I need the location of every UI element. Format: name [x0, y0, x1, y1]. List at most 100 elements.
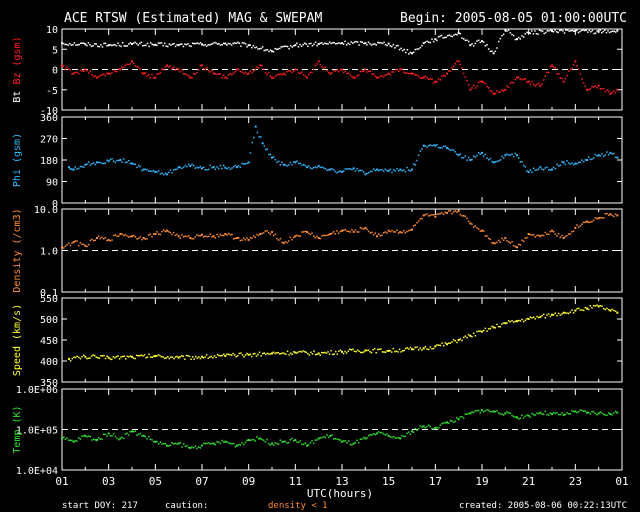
data-dot: [162, 442, 165, 445]
data-point: [504, 29, 507, 31]
data-dot: [332, 169, 335, 171]
data-dot: [280, 352, 283, 355]
data-dot: [161, 443, 163, 445]
data-dot: [75, 44, 77, 46]
data-dot: [426, 76, 428, 79]
data-point: [166, 64, 168, 67]
data-dot: [328, 41, 331, 43]
data-dot: [161, 68, 163, 70]
data-point: [341, 42, 343, 45]
data-dot: [322, 435, 325, 438]
data-dot: [537, 234, 540, 237]
data-point: [96, 439, 98, 442]
data-dot: [546, 71, 548, 74]
data-dot: [432, 82, 435, 84]
data-dot: [336, 69, 338, 71]
data-dot: [129, 42, 132, 44]
data-dot: [99, 161, 102, 164]
data-dot: [526, 414, 528, 416]
data-point: [457, 209, 460, 212]
data-point: [434, 38, 437, 41]
data-dot: [506, 85, 508, 87]
data-dot: [327, 351, 329, 353]
data-point: [107, 44, 110, 47]
data-dot: [235, 355, 237, 358]
data-dot: [494, 92, 497, 95]
data-dot: [567, 70, 570, 72]
data-dot: [371, 170, 373, 173]
data-dot: [592, 304, 595, 307]
data-dot: [414, 164, 417, 166]
data-dot: [324, 42, 326, 44]
data-dot: [398, 348, 401, 351]
data-dot: [417, 427, 420, 430]
data-dot: [74, 71, 77, 74]
data-dot: [251, 71, 253, 74]
data-point: [516, 154, 518, 157]
data-dot: [206, 67, 208, 69]
data-dot: [151, 73, 153, 76]
data-dot: [519, 244, 522, 246]
data-point: [177, 68, 180, 71]
data-dot: [593, 32, 595, 35]
data-dot: [77, 167, 80, 170]
data-dot: [547, 71, 550, 74]
data-dot: [522, 320, 525, 323]
data-dot: [366, 349, 368, 352]
data-dot: [312, 166, 315, 169]
data-dot: [77, 244, 80, 247]
data-dot: [100, 44, 102, 46]
data-dot: [444, 422, 447, 424]
data-dot: [120, 356, 122, 358]
data-dot: [532, 83, 535, 86]
data-dot: [397, 351, 399, 353]
data-dot: [382, 76, 385, 78]
data-dot: [579, 73, 582, 75]
data-dot: [427, 78, 430, 80]
data-point: [68, 357, 70, 360]
data-dot: [146, 169, 148, 171]
data-point: [551, 168, 553, 171]
data-dot: [326, 169, 328, 172]
data-dot: [325, 43, 328, 45]
data-dot: [606, 89, 608, 91]
data-dot: [121, 233, 123, 235]
data-dot: [196, 234, 198, 236]
data-dot: [536, 169, 538, 171]
data-dot: [400, 47, 402, 50]
data-point: [341, 170, 343, 173]
data-dot: [272, 444, 275, 446]
y-tick-label: 0.1: [40, 288, 58, 299]
data-dot: [279, 237, 282, 240]
data-dot: [381, 234, 383, 237]
y-axis-label: Temp (K): [12, 405, 23, 453]
data-dot: [274, 233, 277, 235]
data-dot: [234, 237, 237, 240]
data-dot: [253, 136, 255, 139]
data-dot: [269, 49, 272, 51]
data-point: [294, 439, 297, 442]
data-point: [411, 52, 413, 55]
data-dot: [381, 169, 383, 171]
data-dot: [386, 44, 388, 47]
data-point: [119, 159, 122, 161]
data-dot: [314, 353, 317, 356]
data-dot: [604, 213, 607, 215]
data-dot: [489, 410, 492, 413]
data-dot: [441, 342, 443, 344]
data-dot: [162, 68, 165, 71]
data-dot: [496, 323, 498, 326]
data-dot: [132, 163, 135, 165]
data-dot: [229, 233, 232, 236]
data-dot: [447, 148, 450, 150]
data-dot: [466, 159, 468, 161]
data-dot: [594, 153, 597, 156]
data-dot: [161, 230, 163, 233]
data-dot: [567, 312, 570, 315]
data-dot: [602, 155, 605, 158]
y-tick-label: 10: [46, 25, 58, 36]
data-point: [271, 352, 273, 355]
data-dot: [160, 356, 163, 358]
data-dot: [467, 333, 470, 336]
data-point: [84, 68, 87, 71]
